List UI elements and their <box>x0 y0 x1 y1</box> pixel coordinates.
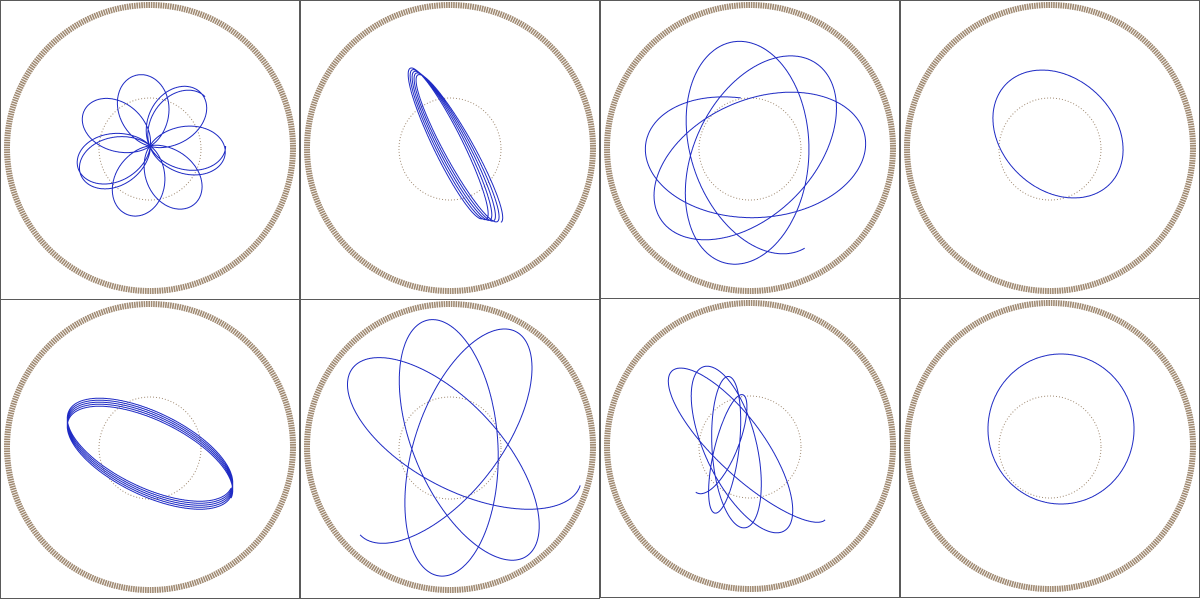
orbit-trajectory <box>667 365 826 534</box>
orbit-trajectory <box>987 353 1135 505</box>
orbit-panel-8-svg <box>904 300 1196 592</box>
orbit-panel-1-svg <box>4 2 296 294</box>
orbit-trajectory <box>66 397 234 510</box>
inner-reference-circle <box>398 97 502 201</box>
orbit-panel-7-svg <box>604 300 896 592</box>
orbit-trajectory <box>76 74 227 217</box>
orbit-panel-3-svg <box>604 2 896 294</box>
orbit-panel-2 <box>300 0 600 300</box>
inner-reference-circle <box>698 97 802 201</box>
orbit-panel-5-svg <box>4 301 296 593</box>
orbit-panel-4 <box>900 0 1200 300</box>
orbit-trajectory <box>992 69 1124 199</box>
inner-reference-circle <box>998 97 1102 201</box>
outer-boundary-ring <box>904 300 1196 592</box>
orbit-panel-1 <box>0 0 300 300</box>
outer-boundary-ring <box>304 301 596 593</box>
outer-boundary-ring <box>4 2 296 294</box>
orbit-trajectory <box>347 319 581 577</box>
outer-boundary-ring <box>604 2 896 294</box>
orbit-panel-6-svg <box>304 301 596 593</box>
inner-reference-circle <box>98 97 202 201</box>
orbit-panel-6 <box>300 299 600 599</box>
outer-boundary-ring <box>904 2 1196 294</box>
inner-reference-circle <box>98 396 202 500</box>
orbit-panel-7 <box>600 298 900 598</box>
inner-reference-circle <box>698 395 802 499</box>
outer-boundary-ring <box>604 300 896 592</box>
orbit-panel-5 <box>0 299 300 599</box>
outer-boundary-ring <box>304 2 596 294</box>
outer-boundary-ring <box>4 301 296 593</box>
orbit-panel-8 <box>900 298 1200 598</box>
orbit-panel-4-svg <box>904 2 1196 294</box>
orbit-panel-3 <box>600 0 900 300</box>
inner-reference-circle <box>398 396 502 500</box>
inner-reference-circle <box>998 395 1102 499</box>
orbit-trajectory <box>644 40 867 265</box>
orbit-trajectory <box>407 67 504 223</box>
orbit-panel-2-svg <box>304 2 596 294</box>
